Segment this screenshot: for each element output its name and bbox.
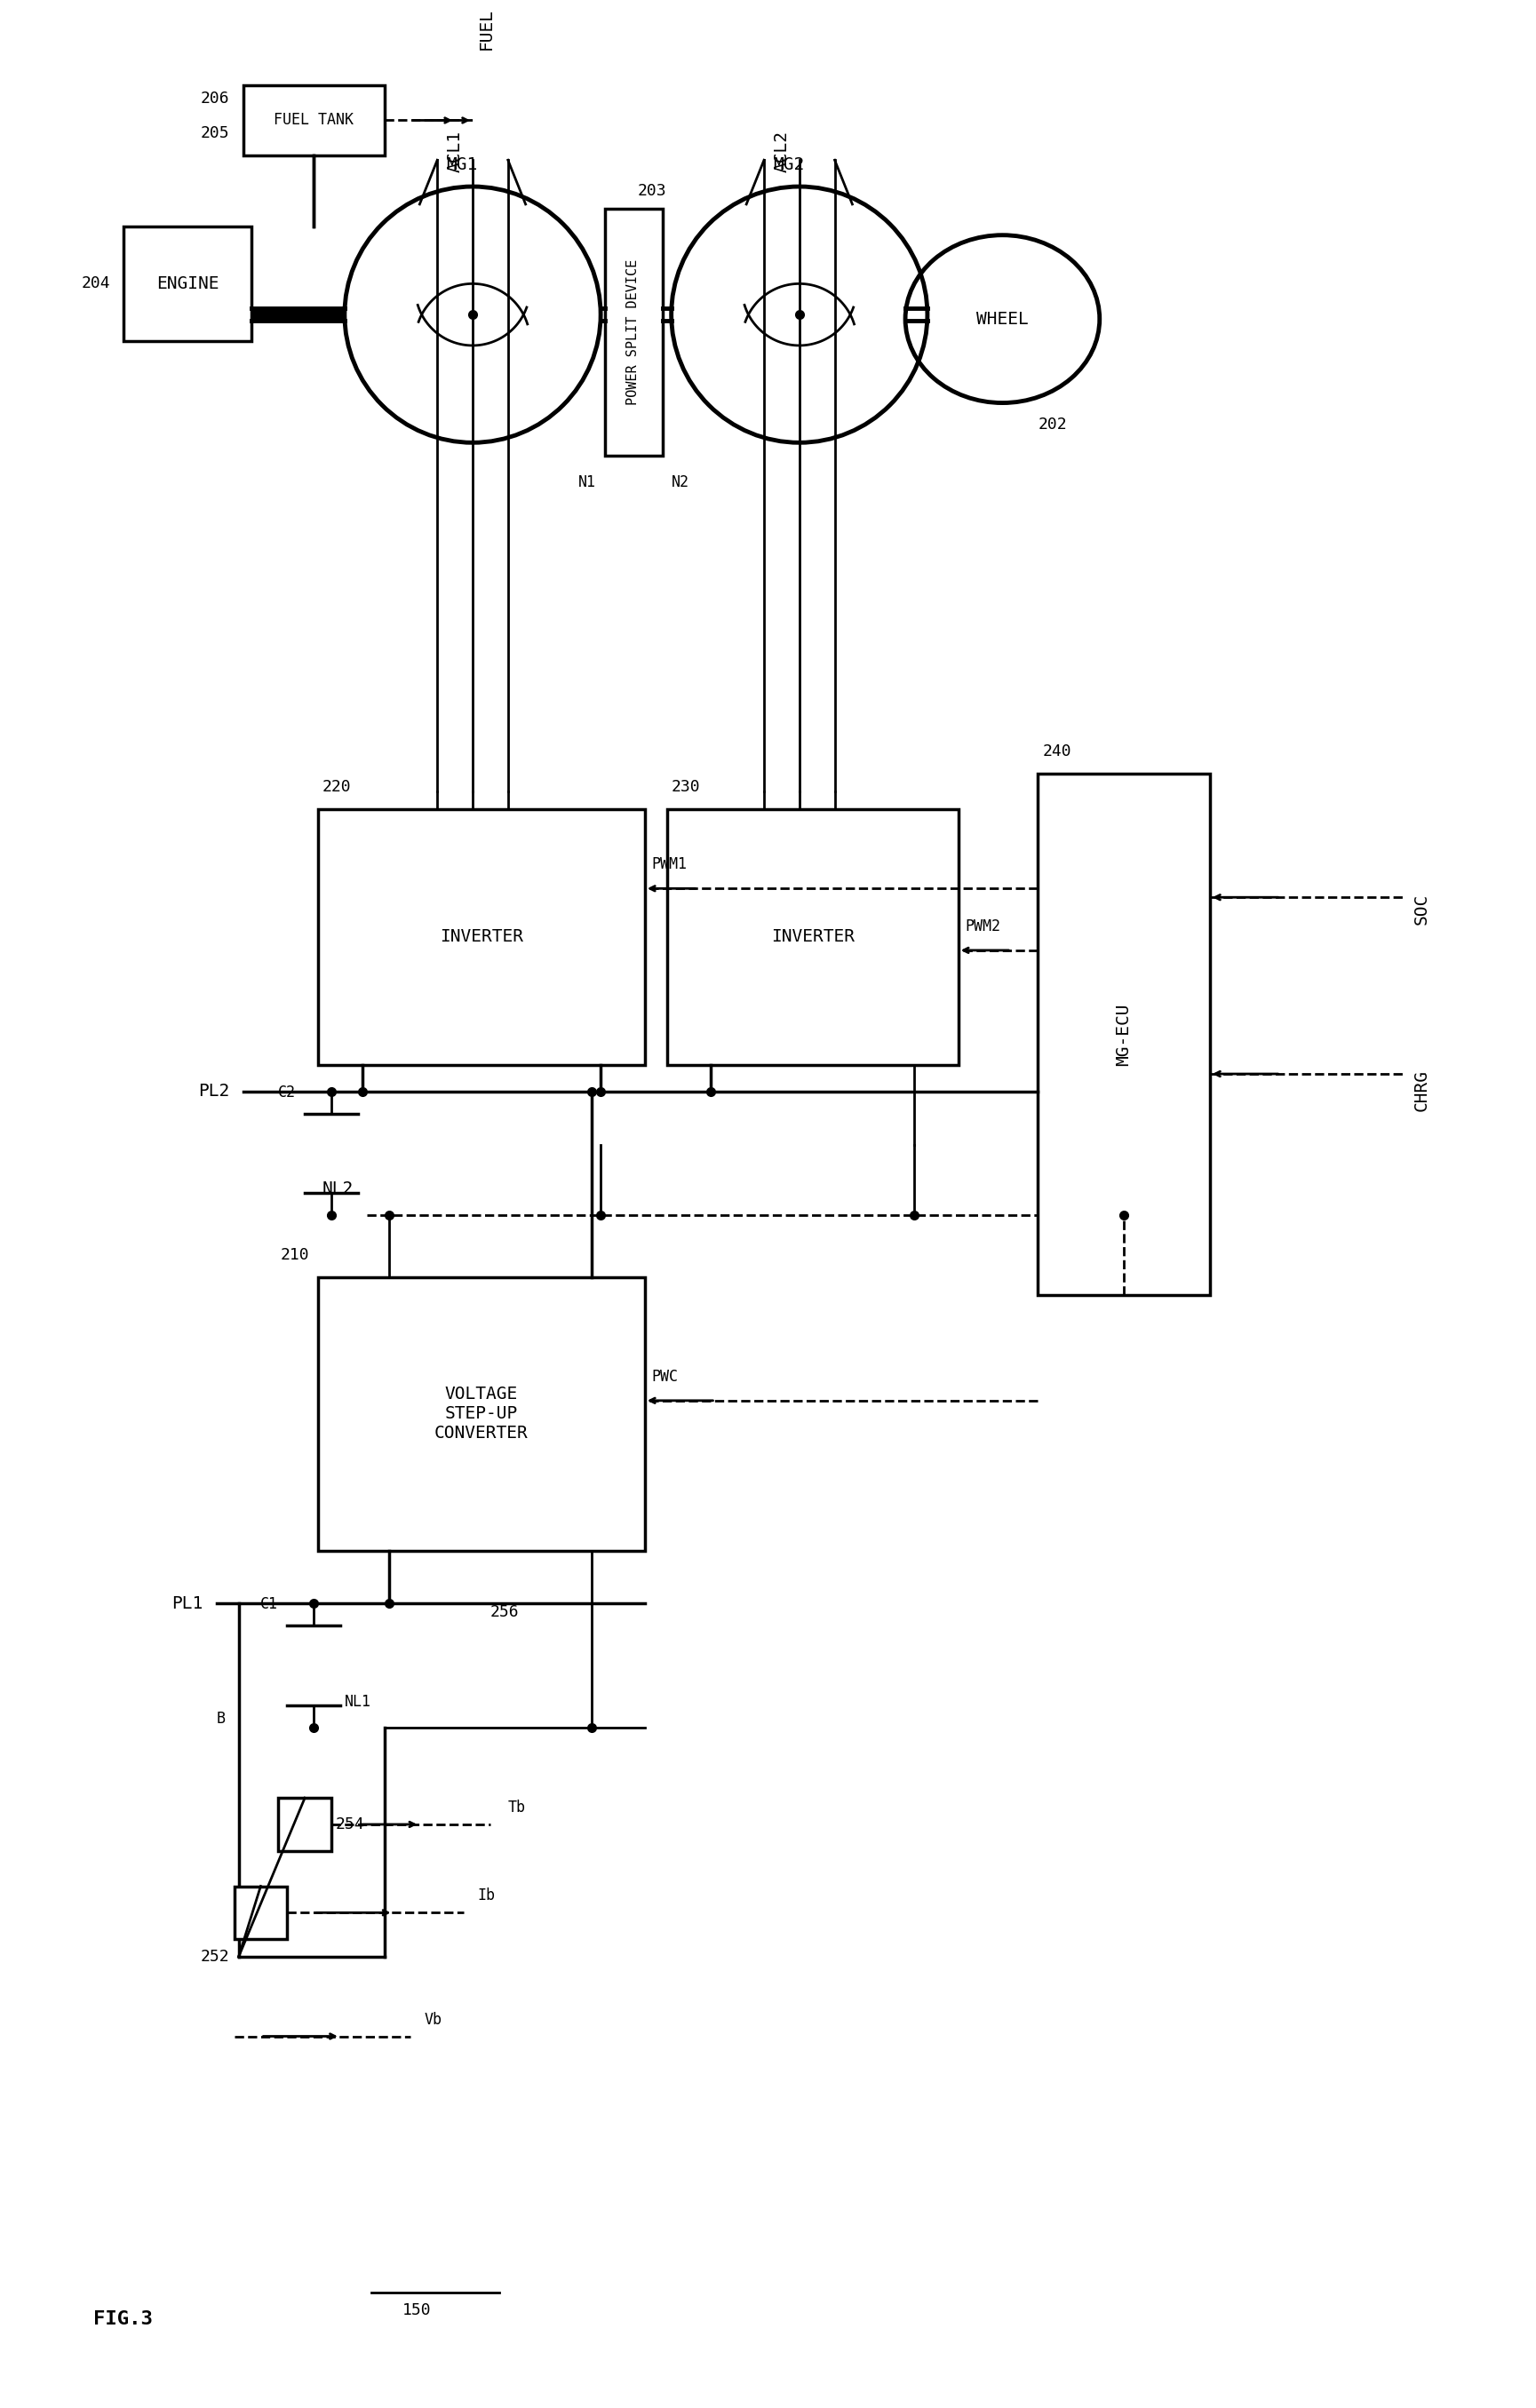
Text: POWER SPLIT DEVICE: POWER SPLIT DEVICE — [627, 260, 641, 405]
Text: MG2: MG2 — [773, 157, 805, 173]
Text: 240: 240 — [1043, 744, 1071, 759]
Text: N2: N2 — [671, 474, 690, 491]
Bar — [318, 809, 645, 1064]
Text: Ib: Ib — [478, 1888, 495, 1905]
Bar — [667, 809, 958, 1064]
Text: VOLTAGE
STEP-UP
CONVERTER: VOLTAGE STEP-UP CONVERTER — [435, 1387, 528, 1442]
Text: SOC: SOC — [1413, 893, 1430, 925]
Bar — [318, 1276, 645, 1551]
Text: 204: 204 — [81, 275, 111, 291]
Bar — [124, 226, 252, 342]
Text: 203: 203 — [637, 183, 667, 200]
Text: NL2: NL2 — [323, 1180, 353, 1197]
Text: 210: 210 — [280, 1247, 309, 1262]
Text: 202: 202 — [1038, 417, 1068, 433]
Text: 206: 206 — [201, 89, 230, 106]
Bar — [278, 1799, 332, 1852]
Text: Vb: Vb — [424, 2011, 442, 2028]
Text: PL1: PL1 — [172, 1594, 203, 1611]
Text: 256: 256 — [490, 1604, 519, 1621]
Text: 150: 150 — [402, 2302, 432, 2319]
Text: 254: 254 — [336, 1816, 364, 1832]
Bar — [605, 209, 662, 455]
Text: C2: C2 — [278, 1084, 296, 1100]
Text: FIG.3: FIG.3 — [92, 2309, 152, 2329]
Text: PWM1: PWM1 — [651, 857, 688, 872]
Text: FUEL: FUEL — [478, 7, 495, 51]
Text: MG1: MG1 — [445, 157, 478, 173]
Text: 252: 252 — [201, 1948, 230, 1965]
Text: N1: N1 — [579, 474, 596, 491]
Text: INVERTER: INVERTER — [439, 929, 524, 946]
Text: INVERTER: INVERTER — [771, 929, 854, 946]
Text: Tb: Tb — [508, 1799, 525, 1816]
Text: 205: 205 — [201, 125, 230, 142]
Text: C1: C1 — [261, 1597, 278, 1613]
Text: PWM2: PWM2 — [965, 917, 1001, 934]
Text: PL2: PL2 — [198, 1084, 230, 1100]
Text: FUEL TANK: FUEL TANK — [273, 113, 353, 128]
Text: ENGINE: ENGINE — [157, 275, 218, 291]
Bar — [243, 84, 384, 157]
Text: CHRG: CHRG — [1413, 1069, 1430, 1110]
Text: 220: 220 — [323, 778, 352, 795]
Text: ACL2: ACL2 — [773, 130, 790, 171]
Bar — [233, 1885, 287, 1938]
Text: ACL1: ACL1 — [447, 130, 464, 171]
Text: B: B — [217, 1710, 226, 1727]
Bar — [1038, 773, 1210, 1296]
Text: MG-ECU: MG-ECU — [1115, 1002, 1132, 1064]
Text: NL1: NL1 — [344, 1693, 372, 1710]
Text: WHEEL: WHEEL — [977, 311, 1029, 327]
Text: PWC: PWC — [651, 1368, 679, 1385]
Text: 230: 230 — [671, 778, 700, 795]
